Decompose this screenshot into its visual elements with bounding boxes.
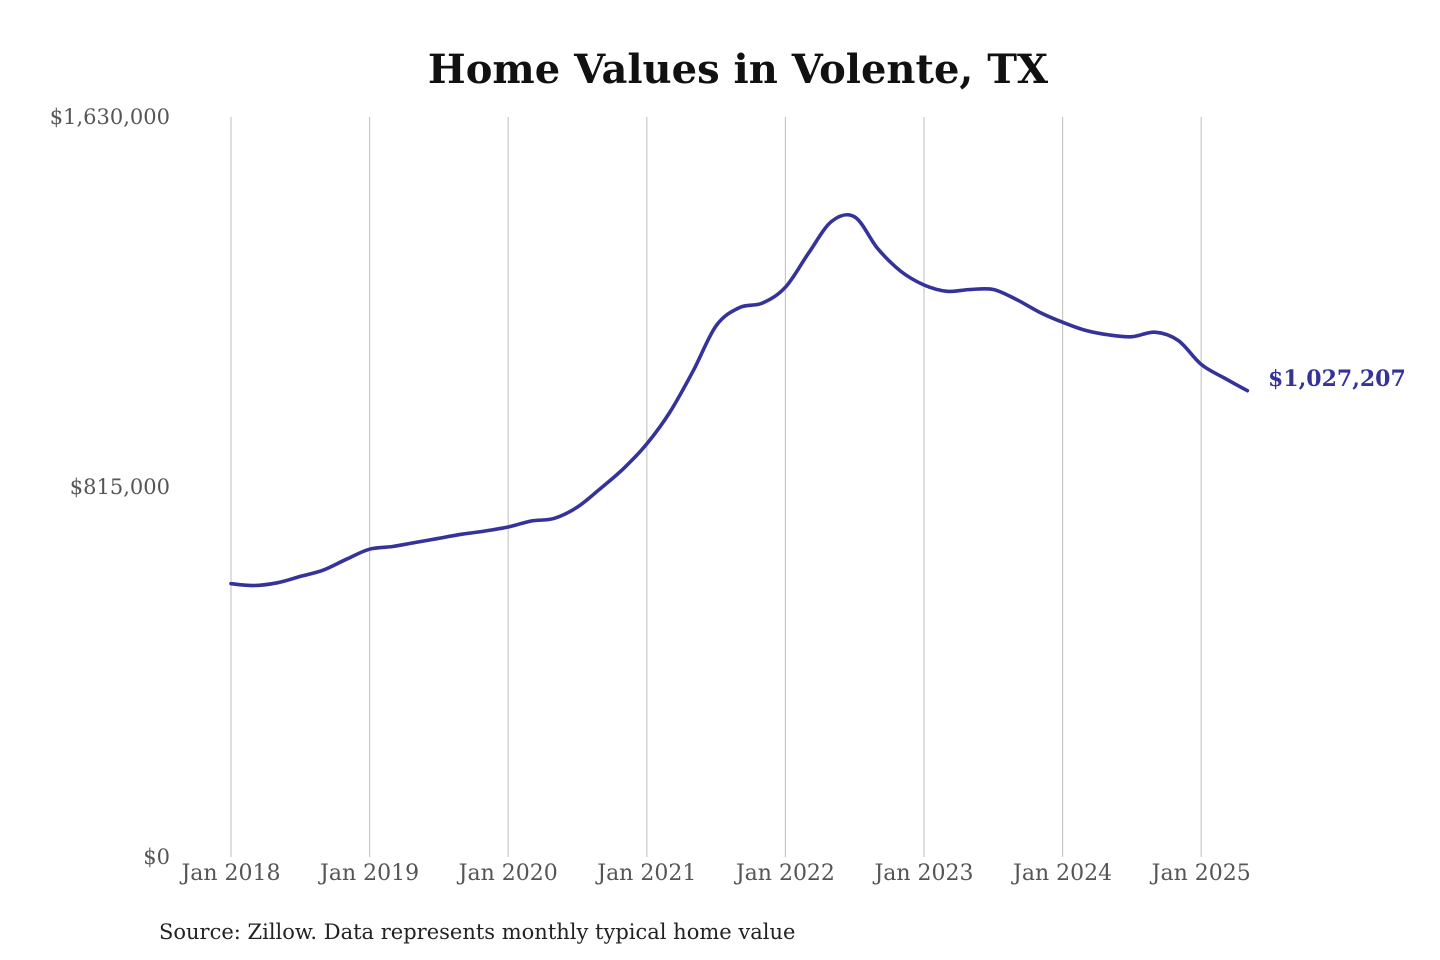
x-tick-label: Jan 2019: [318, 861, 419, 886]
x-tick-label: Jan 2018: [179, 861, 280, 886]
source-note: Source: Zillow. Data represents monthly …: [159, 920, 795, 944]
x-axis: Jan 2018 Jan 2019 Jan 2020 Jan 2021 Jan 2022…: [179, 861, 1250, 886]
y-axis: $0 $815,000 $1,630,000: [50, 105, 170, 869]
series-line: [229, 212, 1250, 588]
x-tick-label: Jan 2022: [734, 861, 835, 886]
series-layer: [229, 212, 1250, 588]
y-tick-label: $1,630,000: [50, 105, 170, 129]
y-tick-label: $0: [143, 845, 170, 869]
gridlines: [230, 117, 1202, 857]
end-value-label: $1,027,207: [1268, 366, 1406, 392]
x-tick-label: Jan 2023: [872, 861, 973, 886]
x-tick-label: Jan 2021: [595, 861, 696, 886]
x-tick-label: Jan 2024: [1011, 861, 1112, 886]
x-tick-label: Jan 2020: [457, 861, 558, 886]
x-tick-label: Jan 2025: [1150, 861, 1251, 886]
y-tick-label: $815,000: [70, 475, 170, 499]
chart-title: Home Values in Volente, TX: [428, 46, 1048, 93]
